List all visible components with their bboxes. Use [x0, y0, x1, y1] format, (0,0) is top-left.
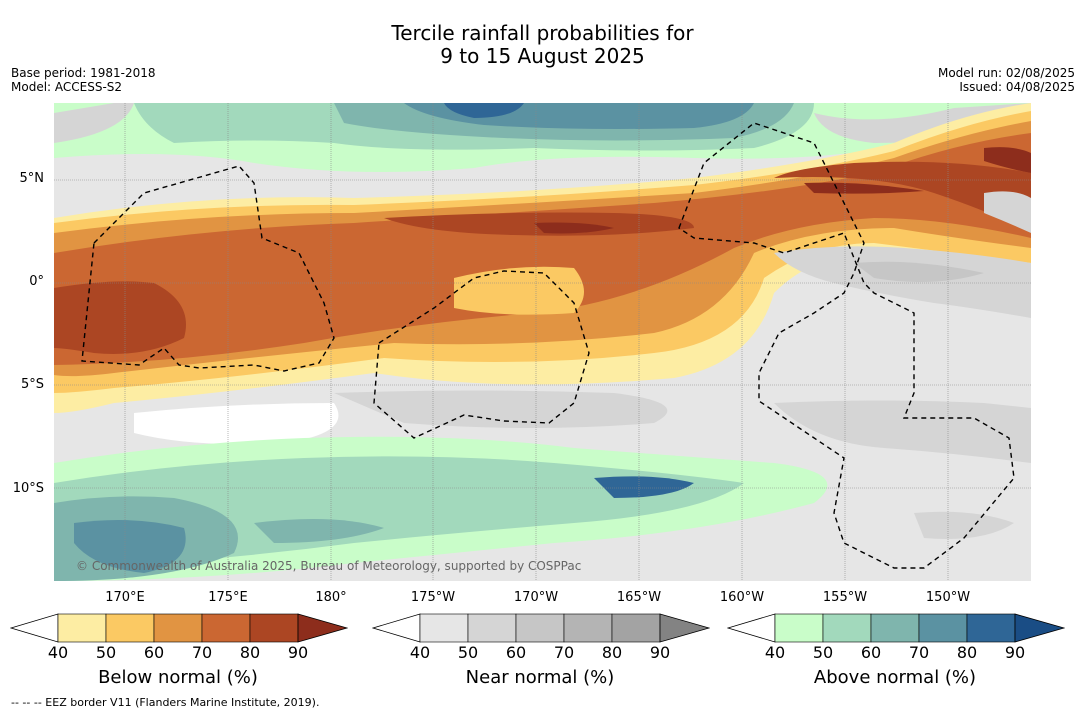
colorbar-segment — [105, 613, 155, 643]
colorbar-tick-label: 70 — [908, 643, 930, 662]
colorbar-tick-label: 50 — [457, 643, 479, 662]
map-below-band — [454, 266, 584, 315]
colorbar-below-normal — [10, 613, 348, 643]
map-below-band — [984, 147, 1031, 173]
map-below-band — [54, 133, 1031, 365]
colorbar-tick-label: 70 — [191, 643, 213, 662]
title-line-1: Tercile rainfall probabilities for — [391, 21, 694, 45]
colorbar-segment — [966, 613, 1016, 643]
map-above-south — [254, 519, 384, 543]
lon-label: 155°W — [822, 590, 868, 605]
colorbar-segment — [774, 613, 824, 643]
lon-label: 150°W — [925, 590, 971, 605]
map-above-south — [594, 476, 694, 498]
lat-label-10s: 10°S — [12, 481, 44, 496]
base-period: Base period: 1981-2018 — [11, 66, 156, 80]
map-near-south — [134, 403, 339, 445]
colorbar-extend-low — [10, 613, 59, 643]
colorbar-segment — [57, 613, 107, 643]
colorbar-segment — [201, 613, 251, 643]
map-near-south — [774, 400, 1031, 463]
colorbar-segment — [249, 613, 299, 643]
eez-note: -- -- -- EEZ border V11 (Flanders Marine… — [11, 696, 320, 709]
lat-label-0: 0° — [29, 274, 44, 289]
copyright-text: © Commonwealth of Australia 2025, Bureau… — [76, 559, 581, 573]
colorbar-extend-high — [659, 613, 710, 643]
colorbar-tick-label: 50 — [95, 643, 117, 662]
lon-label: 180° — [315, 590, 347, 605]
title-line-2: 9 to 15 August 2025 — [440, 44, 645, 68]
colorbar-tick-label: 40 — [764, 643, 786, 662]
colorbar-tick-label: 90 — [1004, 643, 1026, 662]
colorbar-tick-label: 70 — [553, 643, 575, 662]
colorbar-segment — [467, 613, 517, 643]
map-near-north — [54, 103, 134, 143]
colorbar-tick-label: 80 — [956, 643, 978, 662]
map-near-southeast — [914, 511, 1014, 539]
map-near-east — [774, 246, 1031, 318]
map-above-north — [444, 103, 524, 118]
map-below-band — [804, 182, 924, 194]
colorbar-extend-high — [297, 613, 348, 643]
colorbar-tick-label: 40 — [47, 643, 69, 662]
map-below-band — [534, 222, 614, 234]
map-above-south — [74, 519, 186, 573]
colorbar-tick-label: 60 — [860, 643, 882, 662]
eez-borders — [81, 122, 1015, 569]
colorbar-extend-high — [1014, 613, 1065, 643]
map-gridlines — [54, 103, 1031, 581]
lon-label: 165°W — [616, 590, 662, 605]
lon-label: 175°E — [208, 590, 248, 605]
model-run: Model run: 02/08/2025 — [937, 66, 1075, 80]
colorbar-tick-label: 50 — [812, 643, 834, 662]
colorbar-above-normal — [727, 613, 1065, 643]
colorbar-segment — [515, 613, 565, 643]
colorbar-tick-label: 80 — [239, 643, 261, 662]
lat-label-5n: 5°N — [19, 171, 45, 186]
map-near-east — [854, 261, 984, 282]
lon-label: 170°W — [513, 590, 559, 605]
issued-date: Issued: 04/08/2025 — [959, 80, 1075, 94]
colorbar-segment — [419, 613, 469, 643]
legend-title-near: Near normal (%) — [465, 667, 615, 688]
map-below-band — [774, 161, 1031, 233]
colorbar-segment — [611, 613, 661, 643]
colorbar-segment — [153, 613, 203, 643]
map-near-southeast — [834, 498, 1031, 581]
lon-label: 175°W — [410, 590, 456, 605]
colorbar-tick-label: 60 — [505, 643, 527, 662]
colorbar-tick-label: 60 — [143, 643, 165, 662]
colorbar-near-normal — [372, 613, 710, 643]
colorbar-tick-label: 40 — [409, 643, 431, 662]
colorbar-tick-label: 90 — [287, 643, 309, 662]
colorbar-tick-label: 80 — [601, 643, 623, 662]
colorbar-segment — [822, 613, 872, 643]
lon-label: 160°W — [719, 590, 765, 605]
colorbar-segment — [563, 613, 613, 643]
model-name: Model: ACCESS-S2 — [11, 80, 123, 94]
colorbar-tick-label: 90 — [649, 643, 671, 662]
rainfall-map: © Commonwealth of Australia 2025, Bureau… — [54, 103, 1031, 581]
legend-title-below: Below normal (%) — [98, 667, 258, 688]
legend-title-above: Above normal (%) — [813, 667, 977, 688]
map-near-east — [984, 191, 1031, 233]
map-near-south — [334, 390, 668, 428]
colorbar-segment — [870, 613, 920, 643]
lat-label-5s: 5°S — [20, 377, 44, 392]
colorbar-segment — [918, 613, 968, 643]
map-below-band — [54, 281, 186, 354]
lon-label: 170°E — [105, 590, 145, 605]
colorbar-extend-low — [372, 613, 421, 643]
colorbar-extend-low — [727, 613, 776, 643]
